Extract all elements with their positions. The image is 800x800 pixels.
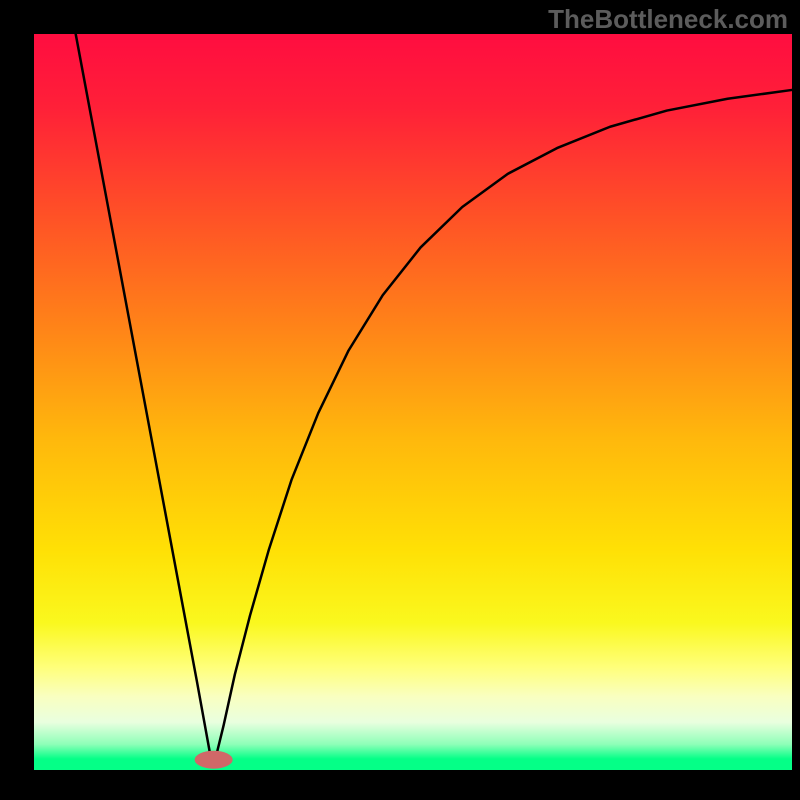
- bottleneck-chart: [0, 0, 800, 800]
- watermark-text: TheBottleneck.com: [548, 4, 788, 35]
- chart-container: TheBottleneck.com: [0, 0, 800, 800]
